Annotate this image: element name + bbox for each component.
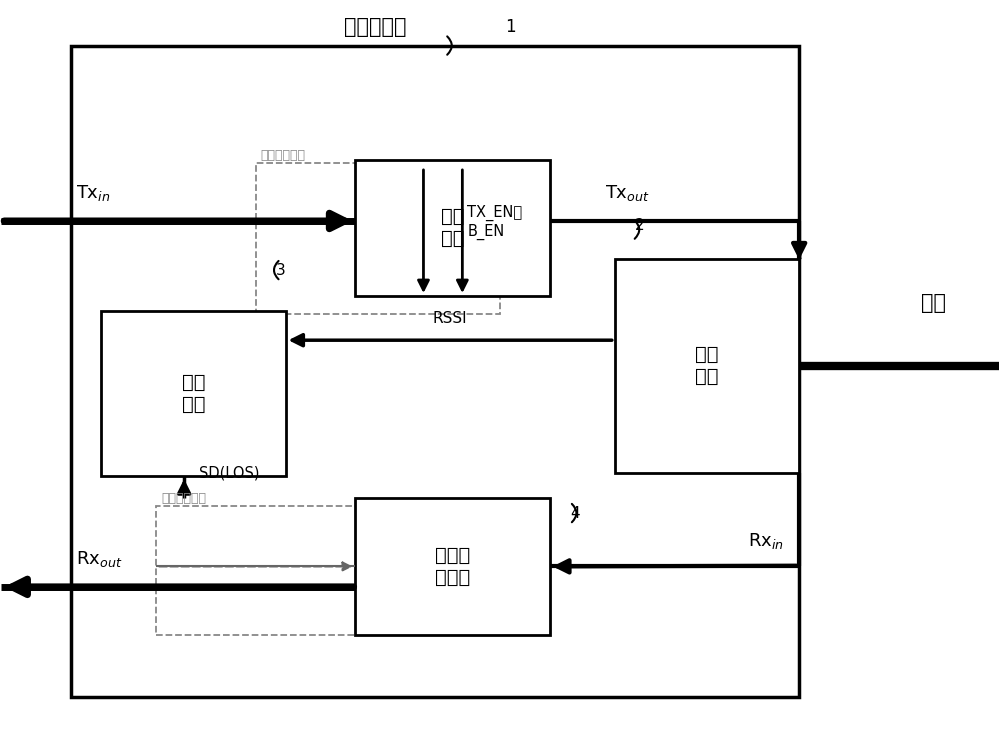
Text: 2: 2 xyxy=(635,219,644,234)
Bar xyxy=(615,259,799,472)
Text: 光学
组件: 光学 组件 xyxy=(695,345,719,386)
Bar xyxy=(355,498,550,635)
Text: 光收发单元: 光收发单元 xyxy=(344,17,407,37)
Text: 接收放
大电路: 接收放 大电路 xyxy=(435,546,470,587)
Text: Tx$_{out}$: Tx$_{out}$ xyxy=(605,183,650,203)
Text: RSSI: RSSI xyxy=(433,310,467,326)
Bar xyxy=(156,505,400,635)
Text: 接收参数控制: 接收参数控制 xyxy=(161,492,206,505)
Bar xyxy=(355,160,550,296)
Text: Rx$_{in}$: Rx$_{in}$ xyxy=(748,531,784,551)
Text: 控制
电路: 控制 电路 xyxy=(182,373,205,414)
Text: Tx$_{in}$: Tx$_{in}$ xyxy=(76,183,111,203)
Text: 光纤: 光纤 xyxy=(921,293,946,313)
Bar xyxy=(256,163,500,314)
Text: Rx$_{out}$: Rx$_{out}$ xyxy=(76,549,123,569)
Text: 驱动
电路: 驱动 电路 xyxy=(441,207,464,248)
Text: SD(LOS): SD(LOS) xyxy=(199,465,260,480)
Text: 3: 3 xyxy=(276,262,285,278)
Bar xyxy=(101,310,286,476)
Text: TX_EN或
B_EN: TX_EN或 B_EN xyxy=(467,205,522,239)
Text: 1: 1 xyxy=(505,18,515,36)
Bar xyxy=(71,46,799,697)
Text: 4: 4 xyxy=(570,505,580,520)
Text: 发送参数控制: 发送参数控制 xyxy=(261,149,306,163)
